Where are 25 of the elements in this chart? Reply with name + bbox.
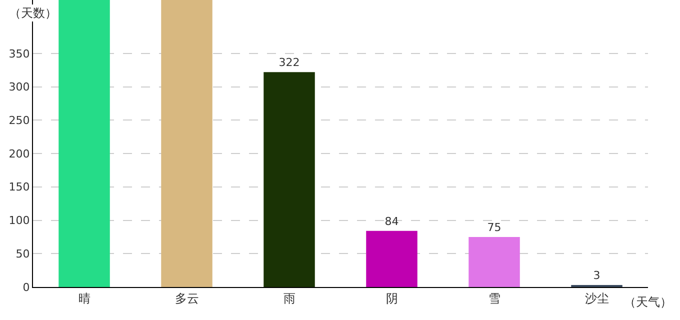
y-axis-title: （天数） bbox=[9, 6, 57, 20]
x-tick-label: 多云 bbox=[174, 291, 199, 306]
data-label: 84 bbox=[384, 214, 399, 228]
x-tick-label: 沙尘 bbox=[584, 291, 609, 306]
x-axis-title: （天气） bbox=[624, 295, 672, 309]
bar bbox=[264, 72, 315, 287]
bar bbox=[468, 236, 520, 287]
data-label: 75 bbox=[487, 220, 502, 234]
bar bbox=[366, 230, 418, 287]
y-tick-label: 250 bbox=[8, 114, 30, 127]
y-tick-label: 50 bbox=[16, 247, 30, 260]
y-tick-label: 0 bbox=[22, 280, 30, 294]
x-tick-label: 阴 bbox=[386, 291, 398, 306]
x-tick-label: 雨 bbox=[283, 291, 296, 306]
bar bbox=[161, 0, 212, 287]
data-label: 3 bbox=[593, 269, 600, 282]
y-tick-label: 300 bbox=[8, 80, 30, 94]
y-tick-label: 100 bbox=[8, 214, 30, 228]
bar bbox=[58, 0, 110, 287]
data-label: 322 bbox=[278, 56, 300, 70]
x-tick-label: 雪 bbox=[488, 291, 500, 306]
y-tick-label: 150 bbox=[8, 180, 30, 194]
x-tick-label: 晴 bbox=[78, 291, 90, 306]
y-tick-label: 200 bbox=[8, 147, 30, 160]
y-tick-label: 350 bbox=[8, 47, 30, 60]
